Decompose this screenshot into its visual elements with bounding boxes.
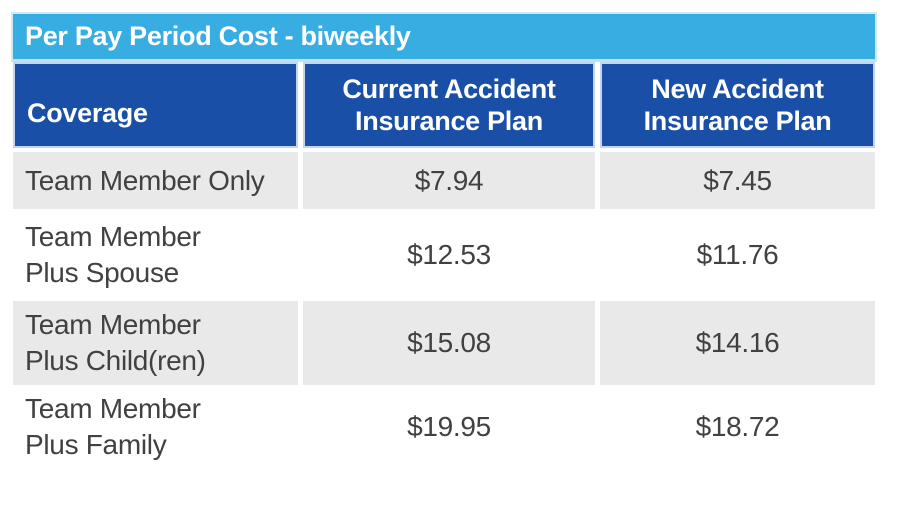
coverage-label: Team Member Plus Family [13, 385, 298, 469]
coverage-label: Team Member Only [13, 152, 298, 209]
cost-comparison-table: Per Pay Period Cost - biweekly Coverage … [11, 12, 877, 469]
current-plan-cost: $15.08 [303, 301, 595, 385]
table-row-plus-family: Team Member Plus Family $19.95 $18.72 [13, 385, 875, 469]
table-title: Per Pay Period Cost - biweekly [25, 21, 411, 51]
table-header-row: Coverage Current Accident Insurance Plan… [13, 62, 875, 148]
table-row-team-member-only: Team Member Only $7.94 $7.45 [13, 152, 875, 209]
table-title-band: Per Pay Period Cost - biweekly [11, 12, 877, 62]
new-plan-cost: $18.72 [600, 385, 875, 469]
new-plan-cost: $11.76 [600, 209, 875, 301]
coverage-label: Team Member Plus Child(ren) [13, 301, 298, 385]
table-row-plus-spouse: Team Member Plus Spouse $12.53 $11.76 [13, 209, 875, 301]
current-plan-cost: $7.94 [303, 152, 595, 209]
new-plan-cost: $14.16 [600, 301, 875, 385]
header-current-accident-plan: Current Accident Insurance Plan [303, 62, 595, 148]
current-plan-cost: $19.95 [303, 385, 595, 469]
header-coverage: Coverage [13, 62, 298, 148]
coverage-label: Team Member Plus Spouse [13, 209, 298, 301]
table-row-plus-children: Team Member Plus Child(ren) $15.08 $14.1… [13, 301, 875, 385]
current-plan-cost: $12.53 [303, 209, 595, 301]
header-new-accident-plan: New Accident Insurance Plan [600, 62, 875, 148]
new-plan-cost: $7.45 [600, 152, 875, 209]
